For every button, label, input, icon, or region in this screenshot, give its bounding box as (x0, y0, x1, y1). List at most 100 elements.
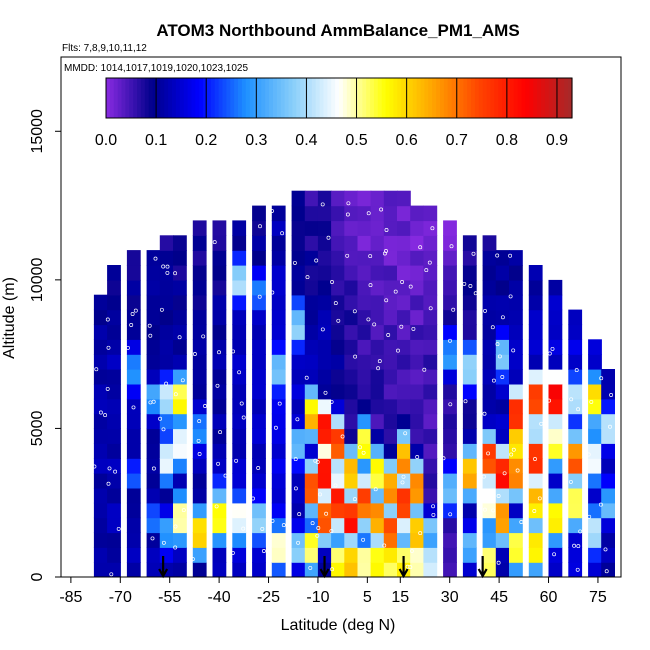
heat-cell (232, 532, 247, 548)
colorbar-swatch (113, 78, 119, 118)
heat-cell (331, 458, 345, 474)
heat-cell (317, 428, 332, 444)
heat-cell (397, 369, 411, 385)
heat-cell (397, 309, 411, 326)
heat-cell (93, 517, 108, 534)
heat-cell (173, 473, 187, 489)
sample-point (496, 494, 501, 498)
heat-cell (232, 339, 247, 355)
sample-point (277, 401, 282, 406)
heat-cell (443, 547, 457, 563)
heat-cell (548, 279, 563, 296)
heat-cell (331, 398, 345, 415)
colorbar-tick-label: 0.3 (245, 132, 267, 149)
sample-point (400, 280, 405, 284)
heat-cell (192, 458, 207, 474)
sample-point (396, 348, 400, 353)
heat-cell (410, 250, 424, 266)
heat-cell (126, 324, 141, 340)
heat-cell (397, 532, 411, 548)
heat-cell (588, 473, 602, 489)
colorbar-swatch (432, 78, 437, 118)
heat-cell (462, 309, 477, 326)
sample-point (515, 468, 520, 473)
colorbar-swatch (125, 78, 130, 118)
heat-cell (588, 383, 602, 400)
sample-point (218, 430, 223, 435)
sample-point (482, 411, 487, 416)
sample-point (230, 550, 235, 555)
heat-cell (159, 413, 174, 430)
heat-cell (397, 324, 411, 340)
sample-point (107, 466, 112, 471)
heat-cell (93, 398, 108, 415)
heat-cell (291, 502, 306, 519)
sample-point (197, 452, 202, 456)
heat-cell (173, 294, 187, 311)
sample-point (353, 354, 358, 359)
heat-cell (410, 487, 424, 504)
heat-cell (495, 354, 510, 370)
heat-cell (383, 190, 398, 207)
sample-point (293, 486, 298, 491)
x-tick-label: 5 (363, 589, 372, 606)
heat-cell (331, 413, 345, 430)
heat-cell (192, 339, 207, 355)
heat-cell (212, 369, 227, 385)
y-tick-label: 5000 (29, 411, 46, 447)
sample-point (105, 386, 110, 391)
heat-cell (509, 294, 523, 311)
heat-cell (192, 443, 207, 459)
heat-cell (423, 250, 438, 266)
sample-point (537, 496, 542, 501)
heat-cell (146, 443, 161, 459)
heat-cell (192, 324, 207, 340)
heat-cell (146, 383, 161, 400)
sample-point (408, 284, 413, 289)
heat-cell (397, 547, 411, 563)
heat-cell (344, 443, 359, 459)
colorbar-swatch (245, 78, 251, 118)
heat-cell (509, 562, 523, 577)
sample-point (377, 359, 382, 364)
heat-cell (423, 220, 438, 236)
heat-cell (344, 502, 359, 519)
heat-cell (568, 369, 583, 385)
colorbar-swatch (412, 78, 418, 118)
heat-cell (146, 279, 161, 296)
heat-cell (509, 279, 523, 296)
heat-cell (173, 383, 187, 400)
colorbar-swatch (381, 78, 387, 118)
sample-point (296, 540, 301, 545)
x-tick-label: 30 (441, 589, 459, 606)
sample-point (496, 560, 501, 565)
colorbar-swatch (168, 78, 173, 118)
heat-cell (509, 339, 523, 355)
heat-cell (271, 562, 286, 577)
sample-point (165, 270, 170, 275)
heat-cell (548, 324, 563, 340)
heat-cell (357, 473, 372, 489)
heat-cell (528, 279, 543, 296)
heat-cell (383, 369, 398, 385)
heat-cell (107, 458, 121, 474)
heat-cell (495, 339, 510, 355)
heat-cell (344, 428, 359, 444)
sample-point (216, 461, 221, 466)
colorbar-tick-label: 0.2 (195, 132, 217, 149)
heat-cell (601, 428, 615, 444)
heat-cell (423, 398, 438, 415)
heat-cell (383, 473, 398, 489)
colorbar-swatch (296, 78, 301, 118)
sample-point (352, 309, 357, 314)
heat-cell (410, 502, 424, 519)
heat-cell (482, 398, 497, 415)
sample-point (431, 504, 436, 509)
heat-cell (304, 532, 319, 548)
colorbar-swatch (238, 78, 243, 118)
heat-cell (304, 339, 319, 355)
sample-point (258, 224, 262, 229)
heat-cell (317, 354, 332, 370)
heat-cell (397, 190, 411, 207)
colorbar: 0.0 0.1 0.2 0.3 0.4 0.5 0.6 0.7 0.8 0.9 (95, 77, 573, 149)
